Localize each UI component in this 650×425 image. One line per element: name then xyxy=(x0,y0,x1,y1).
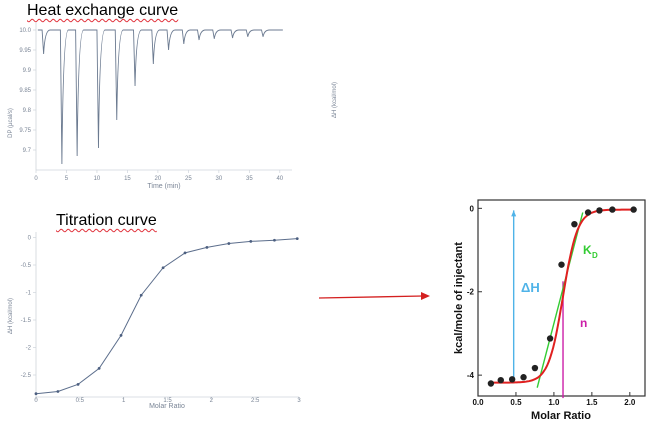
titration-point xyxy=(161,266,165,270)
heat-exchange-right-label: ΔH (kcal/mol) xyxy=(332,82,338,118)
fit-data-point xyxy=(520,374,527,381)
titration-y-tick-label: -0.5 xyxy=(21,263,32,269)
heat-exchange-x-label: Time (min) xyxy=(147,183,180,190)
titration-title: Titration curve xyxy=(56,212,157,229)
fit-x-tick-label: 1.0 xyxy=(548,398,560,407)
fit-data-point xyxy=(546,335,554,342)
heat-exchange-title: Heat exchange curve xyxy=(27,2,179,19)
titration-x-label: Molar Ratio xyxy=(149,403,185,410)
titration-y-tick-label: -2 xyxy=(26,346,32,352)
titration-point xyxy=(249,239,253,243)
fit-data-point xyxy=(558,261,565,268)
fit-data-point xyxy=(531,364,539,372)
heat-exchange-y-tick-label: 9.75 xyxy=(19,128,31,134)
titration-x-tick-label: 2.5 xyxy=(251,398,260,404)
heat-exchange-y-tick-label: 9.95 xyxy=(19,48,31,54)
fit-data-point xyxy=(630,206,637,213)
titration-x-tick-label: 0.5 xyxy=(76,398,85,404)
delta-h-arrow xyxy=(511,210,517,378)
heat-exchange-x-tick-label: 10 xyxy=(94,176,101,182)
fit-data-point xyxy=(571,220,578,228)
titration-point xyxy=(97,367,101,370)
heat-exchange-x-tick-label: 0 xyxy=(34,176,38,182)
fit-y-tick-label: 0 xyxy=(470,204,475,213)
heat-exchange-y-tick-label: 9.85 xyxy=(19,88,31,94)
heat-exchange-x-tick-label: 35 xyxy=(246,176,253,182)
titration-y-label: ΔH (kcal/mol) xyxy=(8,298,14,334)
titration-point xyxy=(119,334,123,337)
titration-y-tick-label: 0 xyxy=(28,236,32,242)
titration-line xyxy=(35,238,298,395)
heat-exchange-x-tick-label: 40 xyxy=(276,176,283,182)
fit-chart: 0.0 0.5 1.0 1.5 2.0 0 -2 -4 ΔH K D n Molar Rat… xyxy=(453,199,646,422)
fit-data-point xyxy=(487,380,495,387)
kd-slope-line xyxy=(536,212,584,388)
heat-exchange-y-tick-label: 10.0 xyxy=(19,28,31,34)
fit-data-point xyxy=(609,206,616,213)
delta-h-label: ΔH xyxy=(521,280,540,295)
heat-exchange-y-tick-label: 9.8 xyxy=(23,108,32,114)
heat-exchange-y-tick-label: 9.7 xyxy=(23,148,32,154)
titration-x-tick-label: 1.5 xyxy=(163,398,172,404)
fit-y-tick-label: -4 xyxy=(467,371,475,380)
fit-data-point xyxy=(497,376,504,384)
n-label: n xyxy=(580,316,587,330)
fit-data-point xyxy=(508,376,516,383)
heat-exchange-y-tick-label: 9.9 xyxy=(23,68,32,74)
titration-point xyxy=(205,246,209,249)
fit-x-tick-label: 0.5 xyxy=(510,398,522,407)
titration-point xyxy=(295,237,299,241)
fit-x-tick-label: 1.5 xyxy=(586,398,598,407)
kd-label: K xyxy=(583,243,592,257)
titration-y-tick-label: -1.5 xyxy=(21,318,32,324)
fit-plot-frame xyxy=(477,199,646,397)
titration-point xyxy=(76,382,80,386)
heat-exchange-chart: 0 5 10 15 20 25 30 35 40 10.0 9.95 9.9 9.85 9.8 9.75 9… xyxy=(8,22,338,190)
titration-point xyxy=(56,390,60,393)
titration-point xyxy=(139,293,143,297)
fit-x-tick-label: 0.0 xyxy=(472,398,484,407)
heat-exchange-x-tick-label: 15 xyxy=(124,176,131,182)
transform-arrow xyxy=(318,292,430,300)
fit-x-label: Molar Ratio xyxy=(531,410,591,422)
fit-y-tick-label: -2 xyxy=(467,288,475,297)
fit-x-tick-label: 2.0 xyxy=(624,398,636,407)
titration-chart: 0 0.5 1 1.5 2 2.5 3 0 -0.5 -1 -1.5 -2 -2.5 Molar Ra… xyxy=(8,232,301,410)
titration-x-tick-label: 2 xyxy=(210,398,214,404)
fit-y-label: kcal/mole of injectant xyxy=(453,242,465,354)
kd-subscript: D xyxy=(592,251,598,260)
heat-exchange-x-tick-label: 20 xyxy=(155,176,162,182)
fit-data-point xyxy=(584,209,592,216)
titration-point xyxy=(183,251,187,255)
titration-point xyxy=(273,238,276,242)
titration-x-tick-label: 3 xyxy=(297,398,301,404)
heat-exchange-x-tick-label: 30 xyxy=(216,176,223,182)
titration-x-tick-label: 0 xyxy=(34,398,38,404)
titration-x-tick-label: 1 xyxy=(122,398,126,404)
titration-point xyxy=(34,392,38,396)
heat-exchange-trace xyxy=(37,29,283,165)
heat-exchange-x-tick-label: 25 xyxy=(185,176,192,182)
heat-exchange-x-tick-label: 5 xyxy=(65,176,69,182)
fit-data-point xyxy=(596,207,603,214)
titration-y-tick-label: -2.5 xyxy=(21,373,32,379)
heat-exchange-y-label: DP (µcal/s) xyxy=(8,108,14,138)
titration-y-tick-label: -1 xyxy=(26,291,32,297)
titration-point xyxy=(227,242,231,245)
